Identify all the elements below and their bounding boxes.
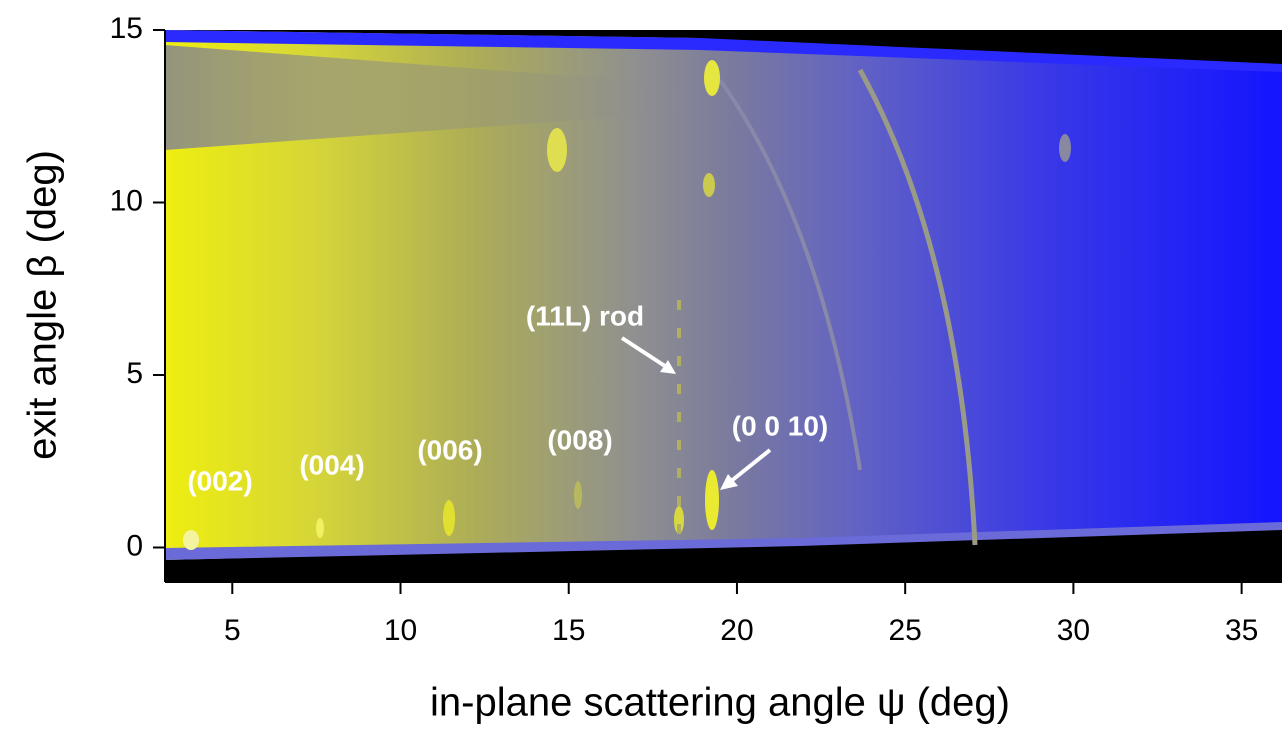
arrows — [620, 336, 772, 490]
annotation: (006) — [417, 434, 482, 465]
y-tick-label: 0 — [126, 529, 143, 562]
intensity-map — [165, 30, 1282, 582]
annotation: (11L) rod — [526, 300, 644, 331]
x-tick-label: 25 — [888, 614, 921, 647]
x-axis-label: in-plane scattering angle ψ (deg) — [430, 681, 1010, 725]
annotation: (004) — [299, 449, 364, 480]
plot-frame — [164, 30, 1282, 583]
x-tick-label: 20 — [720, 614, 753, 647]
annotation: (0 0 10) — [732, 410, 829, 441]
x-tick-label: 30 — [1057, 614, 1090, 647]
x-tick-label: 10 — [384, 614, 417, 647]
x-tick-label: 15 — [552, 614, 585, 647]
y-tick-label: 15 — [110, 12, 143, 45]
y-tick-label: 10 — [110, 184, 143, 217]
x-tick-label: 35 — [1225, 614, 1258, 647]
annotation: (002) — [187, 465, 252, 496]
y-axis-label: exit angle β (deg) — [21, 150, 65, 460]
x-tick-label: 5 — [224, 614, 241, 647]
y-tick-label: 5 — [126, 357, 143, 390]
annotation: (008) — [547, 424, 612, 455]
